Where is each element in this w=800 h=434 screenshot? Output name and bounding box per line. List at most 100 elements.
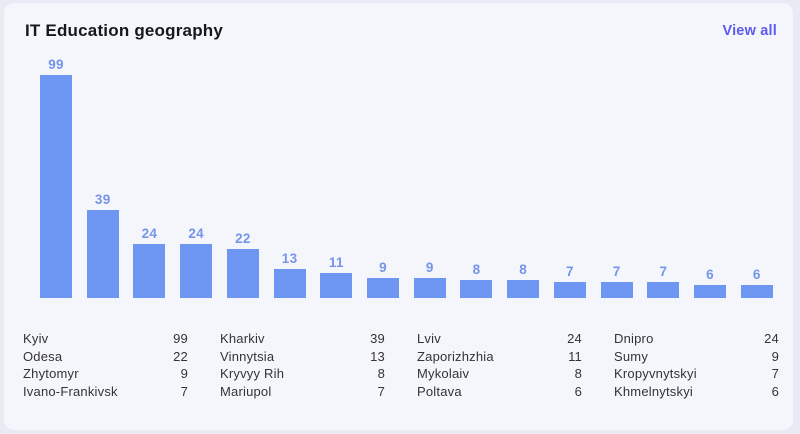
city-name: Kropyvnytskyi	[614, 366, 697, 381]
city-value: 13	[370, 348, 385, 364]
bar-column: 24	[180, 226, 213, 298]
city-name: Mariupol	[220, 383, 272, 399]
city-value: 39	[370, 331, 385, 346]
bar-value-label: 7	[659, 264, 668, 279]
bar-Ivano-Frankivsk[interactable]	[600, 282, 633, 298]
bar-value-label: 8	[472, 262, 481, 277]
bar-Mariupol[interactable]	[647, 282, 680, 298]
table-row: Kyiv 99 Kharkiv 39 Lviv 24 Dnipro 24	[23, 330, 779, 348]
bar-value-label: 13	[281, 250, 298, 266]
city-value: 7	[377, 383, 385, 399]
bar-column: 7	[553, 264, 586, 298]
bar-value-label: 7	[612, 264, 621, 279]
bar-column: 22	[226, 230, 259, 298]
city-value: 6	[574, 383, 582, 399]
bar-value-label: 24	[188, 226, 204, 241]
bar-Lviv[interactable]	[133, 244, 166, 298]
city-name: Ivano-Frankivsk	[23, 383, 118, 399]
city-value: 6	[771, 383, 779, 399]
city-name: Kryvyy Rih	[220, 366, 285, 381]
city-value: 9	[771, 348, 779, 364]
city-name: Kharkiv	[220, 331, 265, 346]
bar-column: 13	[273, 250, 306, 298]
bar-value-label: 22	[235, 230, 251, 246]
bar-Kropyvnytskyi[interactable]	[553, 282, 586, 298]
city-value: 24	[764, 331, 779, 346]
page-title: IT Education geography	[25, 21, 224, 40]
table-row: Odesa 22 Vinnytsia 13 Zaporizhzhia 11 Sumy 9	[23, 348, 779, 366]
bar-column: 11	[320, 255, 353, 298]
city-stat: Sumy 9	[614, 348, 779, 366]
bar-Mykolaiv[interactable]	[507, 280, 540, 298]
city-value: 99	[173, 331, 188, 346]
city-name: Khmelnytskyi	[614, 383, 693, 399]
city-value: 7	[771, 366, 779, 381]
bar-value-label: 11	[328, 255, 344, 270]
bar-value-label: 6	[752, 266, 761, 282]
city-value: 9	[180, 366, 188, 381]
bar-Vinnytsia[interactable]	[273, 268, 306, 298]
bar-Kyiv[interactable]	[40, 75, 72, 298]
bar-value-label: 6	[706, 266, 714, 282]
bar-column: 9	[413, 259, 446, 298]
bar-column: 6	[740, 266, 773, 298]
city-value: 11	[568, 348, 582, 364]
bar-value-label: 9	[425, 259, 434, 275]
bar-Sumy[interactable]	[367, 277, 400, 298]
bar-value-label: 39	[94, 192, 111, 207]
view-all-link[interactable]: View all	[722, 23, 777, 39]
bar-column: 6	[694, 266, 727, 298]
bar-value-label: 7	[566, 264, 574, 279]
city-stat: Poltava 6	[417, 383, 582, 401]
city-stat: Mariupol 7	[220, 383, 385, 401]
card-header: IT Education geography View all	[25, 21, 777, 41]
bar-value-label: 8	[519, 262, 528, 277]
city-name: Dnipro	[614, 331, 654, 346]
bar-column: 39	[86, 192, 119, 298]
city-stat: Kryvyy Rih 8	[220, 365, 385, 383]
bar-chart: 99 39 24 24 22 13 11 9 9 8 8 7 7 7 6 6	[40, 57, 773, 298]
bar-Kharkiv[interactable]	[86, 210, 119, 298]
bar-Zhytomyr[interactable]	[413, 277, 446, 298]
city-value: 7	[180, 383, 188, 399]
bar-column: 24	[133, 226, 166, 298]
city-stat: Mykolaiv 8	[417, 365, 582, 383]
bar-column: 7	[600, 264, 633, 298]
city-value: 22	[173, 348, 188, 364]
bar-column: 9	[367, 259, 400, 298]
city-stat: Kharkiv 39	[220, 330, 385, 348]
city-stat: Kropyvnytskyi 7	[614, 365, 779, 383]
bar-column: 8	[507, 262, 540, 298]
city-stat: Dnipro 24	[614, 330, 779, 348]
city-name: Zaporizhzhia	[417, 348, 494, 364]
city-name: Poltava	[417, 383, 462, 399]
table-row: Ivano-Frankivsk 7 Mariupol 7 Poltava 6 Khmelny…	[23, 383, 779, 401]
city-stat: Vinnytsia 13	[220, 348, 385, 366]
bar-column: 99	[40, 57, 72, 298]
city-name: Sumy	[614, 348, 649, 364]
bar-Zaporizhzhia[interactable]	[320, 273, 353, 298]
city-stat: Zhytomyr 9	[23, 365, 188, 383]
city-value: 8	[377, 366, 385, 381]
city-value: 8	[574, 366, 582, 381]
bar-Kryvyy Rih[interactable]	[460, 280, 493, 298]
city-name: Kyiv	[23, 331, 49, 346]
city-name: Lviv	[417, 331, 441, 346]
table-row: Zhytomyr 9 Kryvyy Rih 8 Mykolaiv 8 Kropyvnytsk…	[23, 365, 779, 383]
bar-column: 8	[460, 262, 493, 298]
city-stat: Khmelnytskyi 6	[614, 383, 779, 401]
bar-column: 7	[647, 264, 680, 298]
city-name: Vinnytsia	[220, 348, 275, 364]
city-name: Odesa	[23, 348, 63, 364]
bar-value-label: 9	[379, 259, 387, 275]
bar-value-label: 24	[141, 226, 158, 241]
city-name: Mykolaiv	[417, 366, 470, 381]
bar-Dnipro[interactable]	[180, 244, 213, 298]
city-stat: Lviv 24	[417, 330, 582, 348]
city-stat: Ivano-Frankivsk 7	[23, 383, 188, 401]
city-value: 24	[567, 331, 582, 346]
city-stat: Zaporizhzhia 11	[417, 348, 582, 366]
bar-Poltava[interactable]	[694, 284, 727, 298]
bar-Khmelnytskyi[interactable]	[740, 284, 773, 298]
bar-Odesa[interactable]	[226, 248, 259, 298]
